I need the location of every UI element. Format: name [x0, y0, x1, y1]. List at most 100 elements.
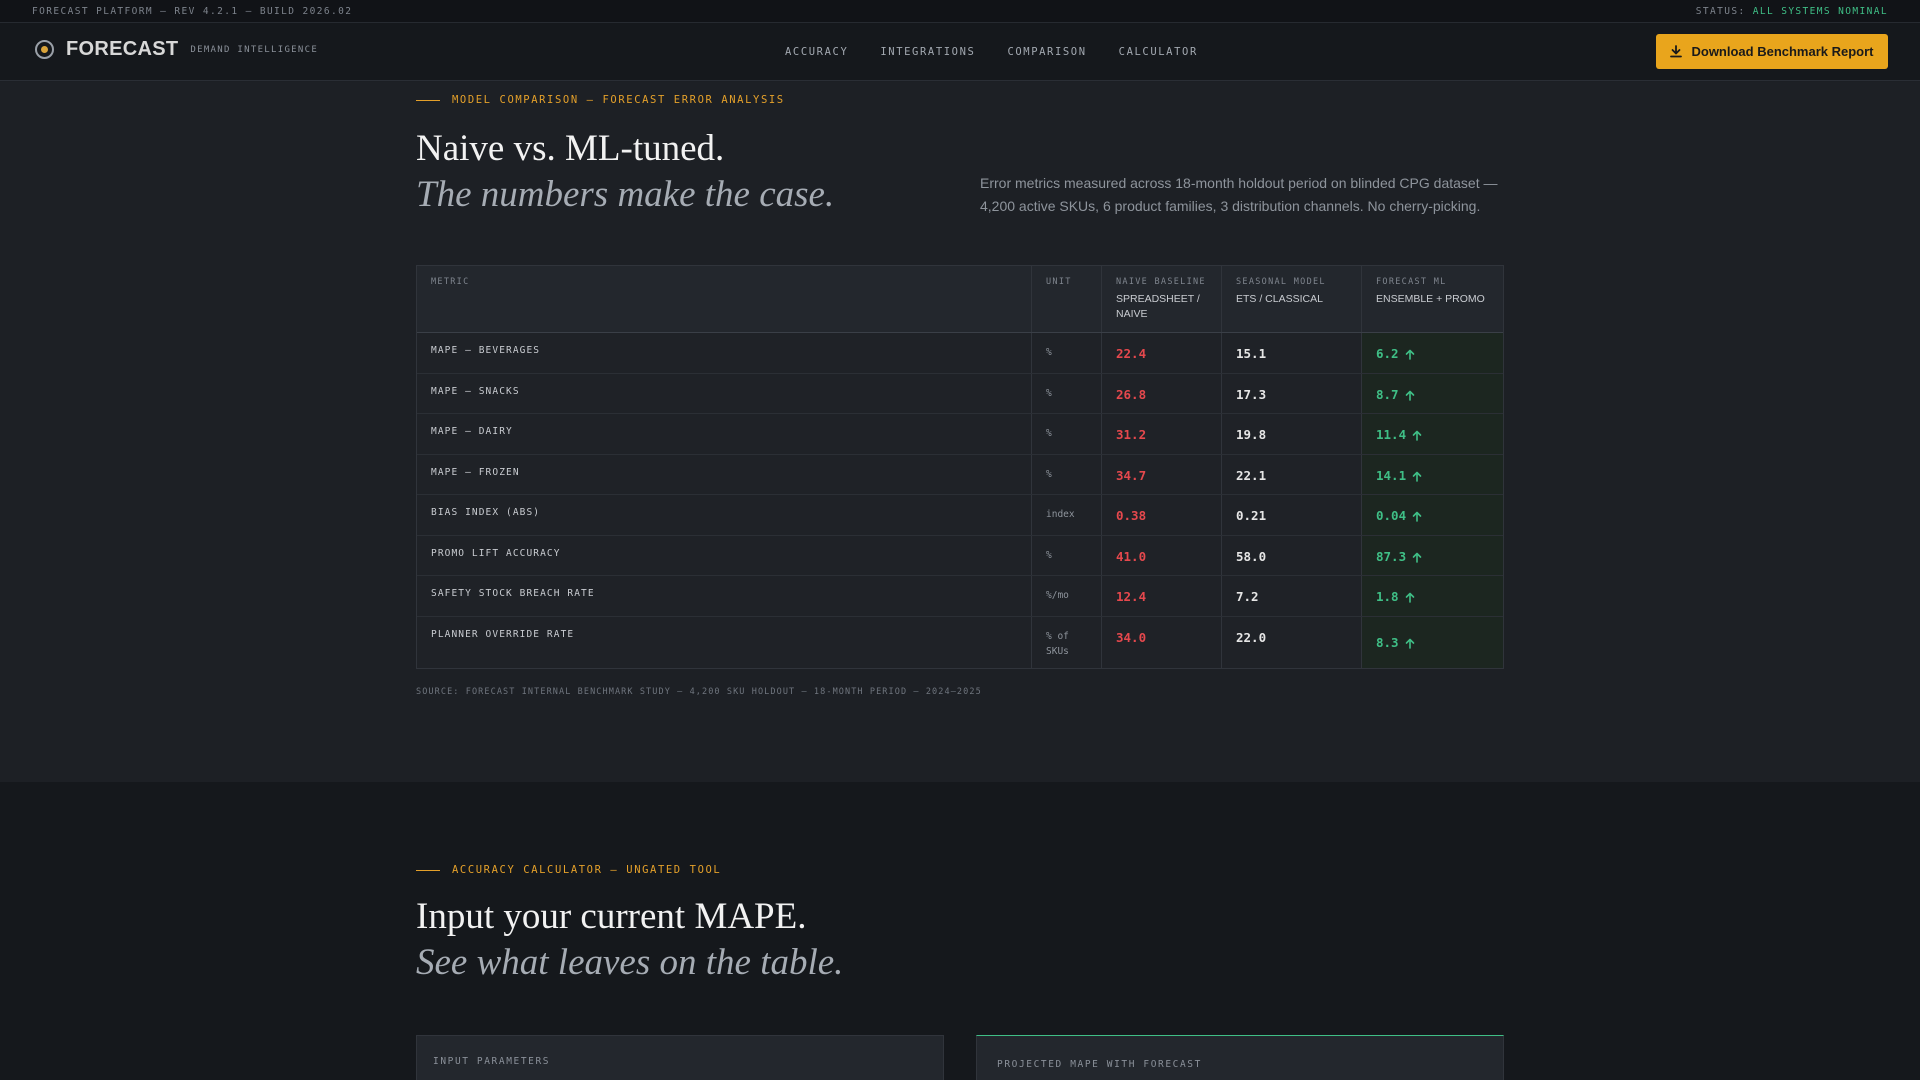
ml-value-text: 14.1 [1376, 467, 1407, 483]
naive-value: 41.0 [1102, 535, 1222, 575]
ml-value-text: 11.4 [1376, 427, 1407, 442]
comparison-eyebrow: MODEL COMPARISON — FORECAST ERROR ANALYS… [416, 94, 785, 106]
naive-value-text: 0.38 [1116, 508, 1147, 523]
unit-cell: % [1032, 535, 1102, 575]
naive-value-text: 26.8 [1116, 386, 1147, 402]
unit-cell-text: % [1046, 428, 1052, 439]
table-row: MAPE — BEVERAGES% 22.4 15.1 6.2 [417, 333, 1503, 374]
naive-value: 26.8 [1102, 373, 1222, 413]
unit-cell-text: % [1046, 468, 1052, 480]
seasonal-value-text: 19.8 [1236, 427, 1267, 442]
arrow-up-icon [1405, 348, 1415, 363]
source-note: SOURCE: FORECAST INTERNAL BENCHMARK STUD… [416, 687, 982, 697]
metric-cell: PLANNER OVERRIDE RATE [417, 616, 1032, 668]
calculator-title: Input your current MAPE. [416, 896, 807, 937]
unit-cell-text: % [1046, 387, 1052, 399]
arrow-up-icon [1405, 637, 1415, 652]
unit-cell-text: % [1046, 347, 1052, 358]
ml-value-text: 87.3 [1376, 548, 1407, 564]
metric-cell-text: PROMO LIFT ACCURACY [431, 547, 561, 559]
arrow-up-icon [1412, 551, 1422, 566]
top-status-bar: FORECAST PLATFORM — REV 4.2.1 — BUILD 20… [0, 0, 1920, 23]
seasonal-value: 7.2 [1222, 576, 1362, 616]
nav-link-integrations[interactable]: INTEGRATIONS [880, 46, 976, 58]
seasonal-value-text: 0.21 [1236, 508, 1267, 523]
eyebrow-rule [416, 869, 440, 871]
metric-cell: PROMO LIFT ACCURACY [417, 535, 1032, 575]
table-header: METRIC UNIT NAIVE BASELINE SPREADSHEET /… [417, 266, 1503, 333]
metric-cell: BIAS INDEX (ABS) [417, 495, 1032, 535]
table-row: PROMO LIFT ACCURACY% 41.0 58.0 87.3 [417, 535, 1503, 576]
arrow-up-icon [1412, 470, 1422, 485]
arrow-up-icon [1412, 510, 1422, 525]
header-naive-label: NAIVE BASELINE [1116, 277, 1206, 287]
arrow-up-icon [1405, 591, 1415, 606]
naive-value-text: 31.2 [1116, 427, 1147, 442]
unit-cell-text: % [1046, 549, 1052, 561]
naive-value-text: 22.4 [1116, 346, 1147, 361]
download-report-label: Download Benchmark Report [1691, 44, 1874, 59]
naive-value-text: 41.0 [1116, 548, 1147, 564]
seasonal-value: 58.0 [1222, 535, 1362, 575]
system-status: STATUS: ALL SYSTEMS NOMINAL [1696, 6, 1888, 17]
metric-cell-text: PLANNER OVERRIDE RATE [431, 628, 575, 640]
metric-cell: MAPE — FROZEN [417, 454, 1032, 494]
arrow-up-icon [1405, 389, 1415, 404]
comparison-table: METRIC UNIT NAIVE BASELINE SPREADSHEET /… [416, 265, 1504, 669]
ml-value: 8.7 [1362, 373, 1503, 413]
seasonal-value: 19.8 [1222, 414, 1362, 454]
metric-cell: MAPE — SNACKS [417, 373, 1032, 413]
seasonal-value-text: 22.0 [1236, 629, 1267, 645]
ml-value: 1.8 [1362, 576, 1503, 616]
metric-cell-text: MAPE — DAIRY [431, 426, 513, 437]
input-panel-label: INPUT PARAMETERS [433, 1056, 551, 1067]
calculator-eyebrow: ACCURACY CALCULATOR — UNGATED TOOL [416, 864, 721, 876]
download-report-button[interactable]: Download Benchmark Report [1656, 34, 1888, 69]
brand[interactable]: FORECAST DEMAND INTELLIGENCE [35, 38, 318, 61]
input-parameters-panel: INPUT PARAMETERS [416, 1035, 944, 1080]
main-nav: FORECAST DEMAND INTELLIGENCE ACCURACY IN… [0, 23, 1920, 81]
nav-link-calculator[interactable]: CALCULATOR [1118, 46, 1198, 58]
metric-cell: MAPE — DAIRY [417, 414, 1032, 454]
metric-cell: SAFETY STOCK BREACH RATE [417, 576, 1032, 616]
unit-cell: %/mo [1032, 576, 1102, 616]
seasonal-value: 17.3 [1222, 373, 1362, 413]
seasonal-value-text: 22.1 [1236, 467, 1267, 483]
comparison-subtitle: The numbers make the case. [416, 174, 835, 215]
naive-value: 34.7 [1102, 454, 1222, 494]
seasonal-value-text: 7.2 [1236, 589, 1259, 604]
metric-cell-text: SAFETY STOCK BREACH RATE [431, 588, 595, 599]
nav-link-comparison[interactable]: COMPARISON [1007, 46, 1087, 58]
table-row: PLANNER OVERRIDE RATE % of SKUs 34.0 22.0 8.… [417, 616, 1503, 668]
header-ml-label: FORECAST ML [1376, 277, 1447, 287]
unit-cell-text: index [1046, 509, 1075, 520]
naive-value: 12.4 [1102, 576, 1222, 616]
header-ml-sub: ENSEMBLE + PROMO [1376, 293, 1485, 305]
ml-value: 6.2 [1362, 333, 1503, 373]
build-info: FORECAST PLATFORM — REV 4.2.1 — BUILD 20… [32, 5, 353, 17]
ml-value: 8.3 [1362, 616, 1503, 668]
table-row: MAPE — DAIRY% 31.2 19.8 11.4 [417, 414, 1503, 455]
unit-cell: % [1032, 333, 1102, 373]
seasonal-value-text: 58.0 [1236, 548, 1267, 564]
ml-value: 0.04 [1362, 495, 1503, 535]
table-body: MAPE — BEVERAGES% 22.4 15.1 6.2 MAPE — SNACK… [417, 333, 1503, 668]
seasonal-value: 0.21 [1222, 495, 1362, 535]
naive-value: 0.38 [1102, 495, 1222, 535]
calculator-eyebrow-text: ACCURACY CALCULATOR — UNGATED TOOL [452, 864, 722, 876]
naive-value: 22.4 [1102, 333, 1222, 373]
arrow-up-icon [1412, 429, 1422, 444]
table-row: MAPE — FROZEN% 34.7 22.1 14.1 [417, 454, 1503, 495]
unit-cell: % [1032, 373, 1102, 413]
header-metric: METRIC [417, 266, 1032, 332]
nav-link-accuracy[interactable]: ACCURACY [785, 46, 849, 58]
status-value: ALL SYSTEMS NOMINAL [1752, 5, 1888, 17]
naive-value-text: 34.7 [1116, 467, 1147, 483]
ml-value-text: 0.04 [1376, 508, 1407, 523]
metric-cell-text: MAPE — BEVERAGES [431, 345, 541, 356]
seasonal-value: 22.1 [1222, 454, 1362, 494]
header-seasonal-sub: ETS / CLASSICAL [1236, 293, 1323, 305]
nav-links: ACCURACY INTEGRATIONS COMPARISON CALCULA… [785, 23, 1198, 81]
unit-cell-text: %/mo [1046, 590, 1069, 601]
logo-icon [35, 40, 54, 59]
